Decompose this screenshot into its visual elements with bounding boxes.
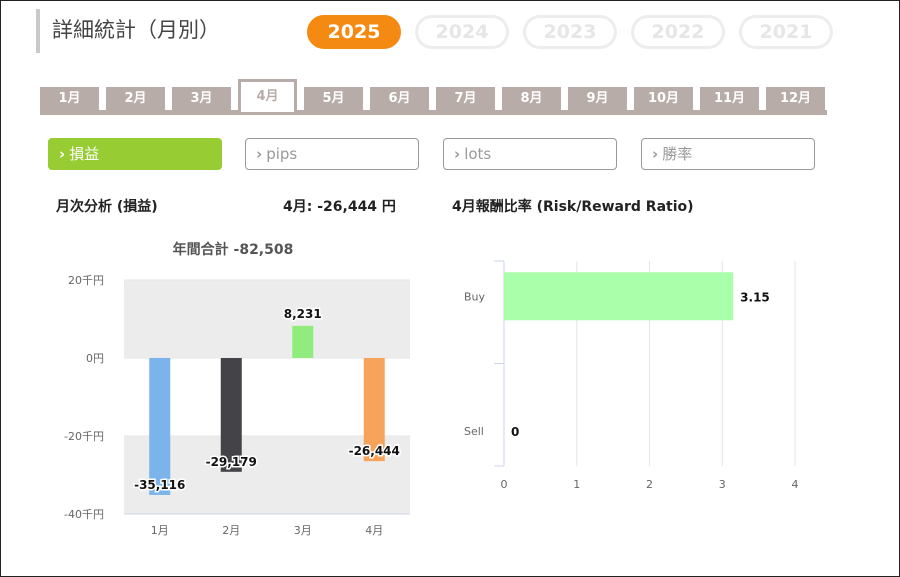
month-tab-4[interactable]: 4月 bbox=[238, 79, 297, 112]
x-tick-label: 2 bbox=[646, 478, 653, 491]
filter-button-3[interactable]: › 勝率 bbox=[641, 138, 815, 170]
year-tab-2022[interactable]: 2022 bbox=[631, 15, 725, 49]
filter-label: 勝率 bbox=[662, 145, 693, 163]
month-tab-1[interactable]: 1月 bbox=[40, 87, 99, 111]
filter-label: lots bbox=[464, 145, 492, 163]
filter-label: pips bbox=[266, 145, 298, 163]
x-tick-label: 4月 bbox=[365, 524, 383, 537]
data-label: -35,116 bbox=[134, 478, 185, 492]
bar-2月[interactable] bbox=[220, 358, 242, 472]
data-label: -26,444 bbox=[349, 444, 400, 458]
month-tab-8[interactable]: 8月 bbox=[502, 87, 561, 111]
chart-title: 年間合計 -82,508 bbox=[173, 241, 294, 258]
bar-buy[interactable] bbox=[504, 272, 734, 321]
chevron-right-icon: › bbox=[652, 145, 659, 163]
y-category-label: Buy bbox=[464, 290, 486, 303]
x-tick-label: 1月 bbox=[151, 524, 169, 537]
rr-title: 4月報酬比率 (Risk/Reward Ratio) bbox=[452, 199, 694, 215]
filter-button-0[interactable]: › 損益 bbox=[48, 138, 222, 170]
y-category-label: Sell bbox=[464, 425, 484, 438]
month-tab-2[interactable]: 2月 bbox=[106, 87, 165, 111]
y-tick-label: 20千円 bbox=[68, 274, 104, 287]
month-summary: 4月: -26,444 円 bbox=[283, 199, 396, 215]
chevron-right-icon: › bbox=[59, 145, 66, 163]
x-tick-label: 1 bbox=[573, 478, 580, 491]
month-tab-7[interactable]: 7月 bbox=[436, 87, 495, 111]
month-tab-6[interactable]: 6月 bbox=[370, 87, 429, 111]
x-tick-label: 3 bbox=[719, 478, 726, 491]
filter-label: 損益 bbox=[69, 145, 100, 163]
month-tab-3[interactable]: 3月 bbox=[172, 87, 231, 111]
chart-band bbox=[124, 280, 410, 358]
y-tick-label: -40千円 bbox=[64, 508, 104, 521]
month-tab-9[interactable]: 9月 bbox=[568, 87, 627, 111]
month-tab-10[interactable]: 10月 bbox=[634, 87, 693, 111]
month-tab-11[interactable]: 11月 bbox=[700, 87, 759, 111]
x-tick-label: 0 bbox=[501, 478, 508, 491]
chevron-right-icon: › bbox=[256, 145, 263, 163]
data-label: -29,179 bbox=[206, 455, 257, 469]
data-label: 0 bbox=[511, 425, 519, 439]
month-tabs: 1月 2月 3月 4月 5月 6月 7月 8月 9月 10月 11月 12月 bbox=[40, 79, 827, 115]
year-tab-2025[interactable]: 2025 bbox=[307, 15, 401, 49]
year-selector: 2025 2024 2023 2022 2021 bbox=[307, 15, 833, 49]
y-tick-label: 0円 bbox=[86, 352, 104, 365]
data-label: 3.15 bbox=[740, 290, 770, 304]
month-tab-12[interactable]: 12月 bbox=[766, 87, 825, 111]
monthly-pnl-chart: 20千円 0円 -20千円 -40千円 年間合計 -82,508 -35,116 1月 -29… bbox=[64, 241, 410, 537]
x-tick-label: 4 bbox=[792, 478, 799, 491]
x-tick-label: 3月 bbox=[294, 524, 312, 537]
year-tab-2024[interactable]: 2024 bbox=[415, 15, 509, 49]
filter-button-2[interactable]: › lots bbox=[443, 138, 617, 170]
x-tick-label: 2月 bbox=[222, 524, 240, 537]
year-tab-2021[interactable]: 2021 bbox=[739, 15, 833, 49]
chart-band bbox=[124, 436, 410, 514]
filter-button-1[interactable]: › pips bbox=[245, 138, 419, 170]
y-tick-label: -20千円 bbox=[64, 430, 104, 443]
data-label: 8,231 bbox=[284, 307, 322, 321]
bar-1月[interactable] bbox=[149, 358, 171, 495]
page-title: 詳細統計（月別） bbox=[36, 9, 220, 53]
risk-reward-chart: 0 1 2 3 4 3.15 Buy 0 Sell bbox=[464, 260, 799, 491]
chevron-right-icon: › bbox=[454, 145, 461, 163]
year-tab-2023[interactable]: 2023 bbox=[523, 15, 617, 49]
bar-4月[interactable] bbox=[363, 358, 385, 462]
analysis-title: 月次分析 (損益) bbox=[56, 199, 158, 215]
bar-3月[interactable] bbox=[292, 325, 314, 358]
month-tab-5[interactable]: 5月 bbox=[304, 87, 363, 111]
